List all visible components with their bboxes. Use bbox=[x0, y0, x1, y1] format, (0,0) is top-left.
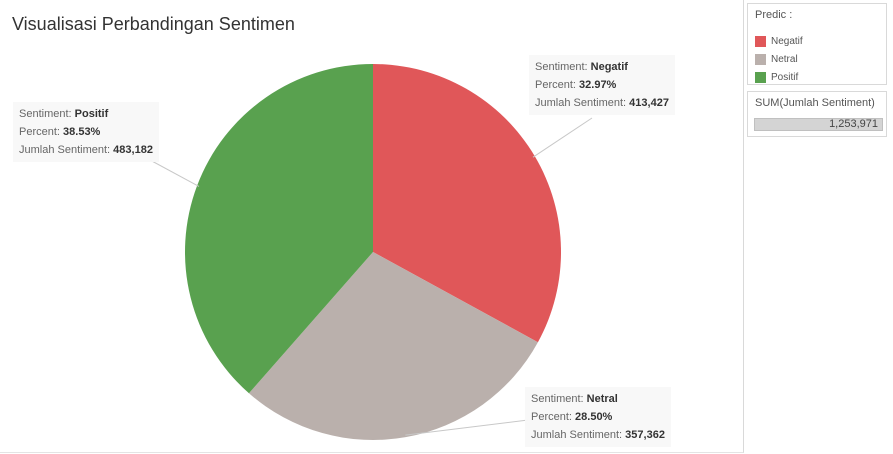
leader-line-positif bbox=[149, 159, 200, 187]
leader-line-netral bbox=[405, 419, 529, 436]
legend-item-positif[interactable]: Positif bbox=[755, 70, 798, 84]
legend-item-netral[interactable]: Netral bbox=[755, 52, 798, 66]
sentiment-key: Sentiment: bbox=[531, 393, 584, 405]
legend-label: Positif bbox=[771, 71, 799, 83]
count-key: Jumlah Sentiment: bbox=[19, 144, 111, 156]
leader-line-negatif bbox=[532, 117, 593, 158]
legend-swatch-negatif bbox=[755, 35, 766, 47]
percent-key: Percent: bbox=[535, 79, 576, 91]
slice-label-netral: Sentiment: Netral Percent: 28.50% Jumlah… bbox=[525, 387, 671, 447]
chart-panel: Visualisasi Perbandingan Sentimen Sentim… bbox=[0, 0, 744, 453]
pie-slice-negatif[interactable] bbox=[373, 64, 562, 343]
percent-key: Percent: bbox=[531, 411, 572, 423]
pie-slice-positif[interactable] bbox=[184, 64, 373, 394]
sentiment-key: Sentiment: bbox=[19, 108, 72, 120]
percent-value: 38.53% bbox=[63, 126, 101, 138]
count-key: Jumlah Sentiment: bbox=[531, 429, 623, 441]
chart-title: Visualisasi Perbandingan Sentimen bbox=[12, 14, 295, 34]
legend-item-negatif[interactable]: Negatif bbox=[755, 34, 803, 48]
sum-card: SUM(Jumlah Sentiment) 1,253,971 bbox=[747, 91, 887, 137]
percent-value: 32.97% bbox=[579, 79, 617, 91]
sentiment-value: Negatif bbox=[590, 61, 628, 73]
pie-chart bbox=[149, 64, 593, 441]
sentiment-key: Sentiment: bbox=[535, 61, 588, 73]
legend-swatch-positif bbox=[755, 71, 766, 83]
legend-label: Negatif bbox=[771, 35, 803, 47]
slice-label-positif: Sentiment: Positif Percent: 38.53% Jumla… bbox=[13, 102, 159, 162]
legend-title: Predic : bbox=[755, 9, 793, 21]
sum-value: 1,253,971 bbox=[829, 118, 878, 130]
percent-value: 28.50% bbox=[575, 411, 613, 423]
sum-bar: 1,253,971 bbox=[754, 118, 883, 131]
sentiment-value: Netral bbox=[586, 393, 618, 405]
count-key: Jumlah Sentiment: bbox=[535, 97, 627, 109]
sum-title: SUM(Jumlah Sentiment) bbox=[755, 97, 875, 109]
legend-label: Netral bbox=[771, 53, 798, 65]
slice-label-negatif: Sentiment: Negatif Percent: 32.97% Jumla… bbox=[529, 55, 675, 115]
count-value: 413,427 bbox=[629, 97, 669, 109]
pie-slice-netral[interactable] bbox=[248, 252, 538, 441]
count-value: 483,182 bbox=[113, 144, 153, 156]
sentiment-value: Positif bbox=[74, 108, 109, 120]
legend-swatch-netral bbox=[755, 53, 766, 65]
color-legend: Predic : Negatif Netral Positif bbox=[747, 3, 887, 85]
count-value: 357,362 bbox=[625, 429, 665, 441]
percent-key: Percent: bbox=[19, 126, 60, 138]
